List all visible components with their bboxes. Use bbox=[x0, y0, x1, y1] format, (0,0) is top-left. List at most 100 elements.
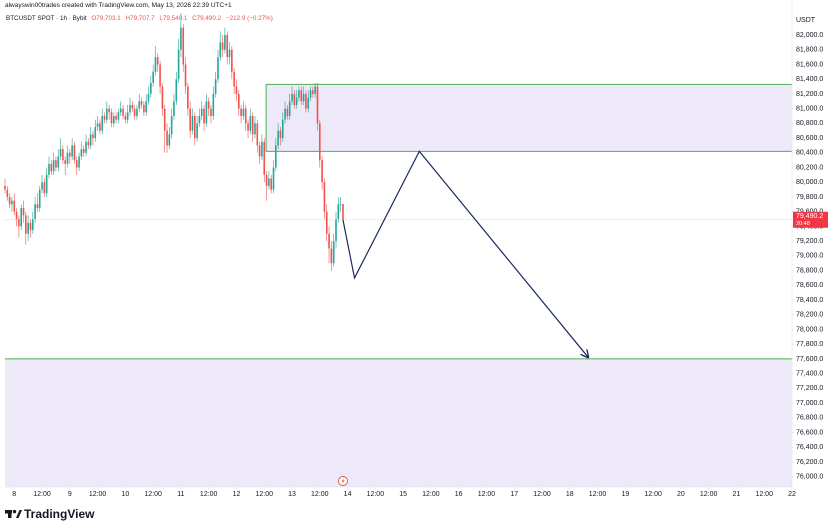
candle-body bbox=[233, 71, 235, 87]
x-tick-label: 12:00 bbox=[700, 491, 718, 498]
y-tick-label: 78,400.0 bbox=[796, 297, 823, 304]
candle-body bbox=[34, 204, 36, 220]
x-tick-label: 12:00 bbox=[367, 491, 385, 498]
candle-body bbox=[214, 79, 217, 94]
candle-body bbox=[268, 178, 270, 186]
candle-body bbox=[103, 116, 106, 120]
candle-body bbox=[6, 189, 9, 197]
y-tick-label: 79,200.0 bbox=[796, 238, 823, 245]
y-tick-label: 81,600.0 bbox=[796, 61, 823, 68]
candle-body bbox=[237, 93, 240, 109]
y-tick-label: 80,000.0 bbox=[796, 179, 823, 186]
candle-body bbox=[122, 108, 124, 116]
candle-body bbox=[293, 93, 296, 105]
candle-body bbox=[200, 108, 203, 116]
legend: BTCUSDT SPOT · 1h · Bybit O79,703.1 H79,… bbox=[6, 15, 273, 22]
candle-body bbox=[43, 182, 46, 194]
x-tick-label: 12:00 bbox=[644, 491, 662, 498]
candle-body bbox=[258, 145, 261, 157]
candle-body bbox=[129, 104, 131, 113]
y-tick-label: 81,800.0 bbox=[796, 47, 823, 54]
candle-body bbox=[112, 116, 115, 124]
candle-body bbox=[48, 163, 50, 175]
candle-body bbox=[62, 149, 64, 161]
candle-body bbox=[275, 145, 277, 168]
candle-body bbox=[298, 90, 300, 98]
x-tick-label: 12:00 bbox=[422, 491, 440, 498]
y-tick-label: 80,200.0 bbox=[796, 164, 823, 171]
y-tick-label: 77,000.0 bbox=[796, 400, 823, 407]
candle-body bbox=[325, 211, 328, 234]
candle-body bbox=[57, 156, 60, 168]
candle-body bbox=[20, 208, 23, 227]
candle-body bbox=[242, 108, 245, 116]
candle-body bbox=[59, 149, 62, 157]
candle-body bbox=[38, 189, 41, 209]
x-tick-label: 19 bbox=[621, 491, 629, 498]
candle-body bbox=[87, 141, 90, 146]
candle-body bbox=[85, 141, 87, 153]
candle-body bbox=[339, 204, 342, 205]
candle-body bbox=[175, 79, 178, 102]
candle-body bbox=[314, 86, 316, 94]
candle-body bbox=[140, 101, 143, 105]
candle-body bbox=[29, 222, 32, 231]
candle-body bbox=[321, 160, 323, 183]
candle-body bbox=[69, 152, 71, 157]
candle-body bbox=[73, 145, 76, 161]
candle-body bbox=[305, 93, 307, 109]
candle-body bbox=[99, 123, 101, 131]
candle-body bbox=[286, 108, 289, 116]
x-tick-label: 21 bbox=[733, 491, 741, 498]
candle-body bbox=[36, 204, 39, 209]
candle-body bbox=[126, 112, 129, 120]
candle-body bbox=[31, 219, 34, 231]
candle-body bbox=[328, 233, 330, 249]
x-tick-label: 12 bbox=[233, 491, 241, 498]
candle-body bbox=[337, 204, 340, 220]
candle-body bbox=[240, 108, 242, 116]
y-tick-label: 80,400.0 bbox=[796, 150, 823, 157]
ohlc-low: L79,540.1 bbox=[159, 15, 188, 22]
candle-body bbox=[55, 160, 57, 168]
candle-body bbox=[295, 97, 298, 105]
candle-body bbox=[217, 57, 219, 80]
y-tick-label: 76,200.0 bbox=[796, 459, 823, 466]
candle-body bbox=[170, 116, 173, 135]
y-tick-label: 76,400.0 bbox=[796, 444, 823, 451]
y-tick-label: 77,200.0 bbox=[796, 385, 823, 392]
x-tick-label: 12:00 bbox=[144, 491, 162, 498]
candle-body bbox=[96, 123, 99, 128]
x-tick-label: 12:00 bbox=[755, 491, 773, 498]
symbol: BTCUSDT SPOT · 1h · Bybit bbox=[6, 15, 87, 22]
x-tick-label: 13 bbox=[288, 491, 296, 498]
candle-body bbox=[108, 108, 110, 113]
candle-body bbox=[318, 123, 321, 161]
candle-body bbox=[191, 116, 194, 131]
candle-body bbox=[193, 116, 196, 139]
candle-body bbox=[210, 108, 212, 116]
y-tick-label: 80,600.0 bbox=[796, 135, 823, 142]
candle-body bbox=[270, 178, 273, 190]
x-tick-label: 14 bbox=[344, 491, 352, 498]
ohlc-close: C79,490.2 bbox=[192, 15, 222, 22]
x-tick-label: 16 bbox=[455, 491, 463, 498]
candle-body bbox=[163, 108, 166, 131]
candle-body bbox=[101, 116, 104, 131]
y-tick-label: 78,800.0 bbox=[796, 267, 823, 274]
x-tick-label: 12:00 bbox=[200, 491, 218, 498]
candle-body bbox=[228, 49, 231, 58]
y-tick-label: 79,000.0 bbox=[796, 253, 823, 260]
candle-body bbox=[277, 130, 279, 146]
candle-body bbox=[64, 160, 66, 164]
y-tick-label: 78,600.0 bbox=[796, 282, 823, 289]
x-tick-label: 12:00 bbox=[89, 491, 107, 498]
candle-body bbox=[22, 208, 25, 216]
y-tick-label: 78,000.0 bbox=[796, 326, 823, 333]
candle-body bbox=[133, 108, 136, 116]
candle-body bbox=[261, 141, 263, 157]
candle-body bbox=[94, 127, 97, 139]
candle-body bbox=[302, 93, 305, 102]
